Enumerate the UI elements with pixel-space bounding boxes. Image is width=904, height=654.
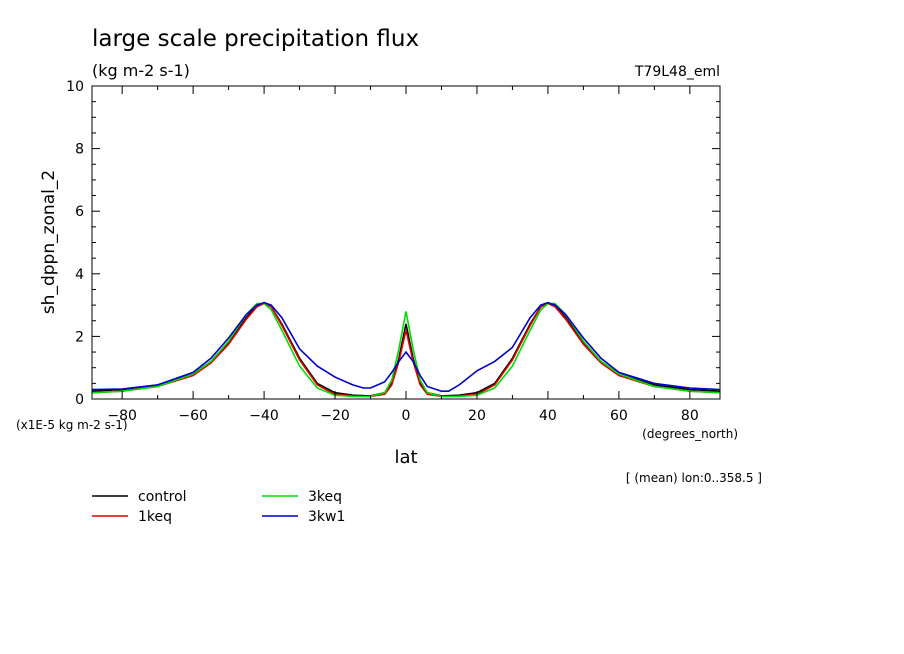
y-axis-label: sh_dppn_zonal_2 [39,170,59,314]
y-tick-label: 8 [75,142,84,158]
legend-label: 1keq [138,509,172,525]
y-scale-note: (x1E-5 kg m-2 s-1) [16,418,128,432]
x-tick-label: 80 [681,408,699,424]
legend-item-1keq: 1keq [92,509,172,525]
series-line-3kw1 [91,301,721,393]
legend-item-control: control [92,489,187,505]
x-tick-label: −20 [320,408,350,424]
y-tick-label: 4 [75,267,84,283]
series-line-control [91,302,721,397]
x-tick-label: −80 [107,408,137,424]
x-tick-label: −60 [178,408,208,424]
legend-label: 3kw1 [308,509,345,525]
y-tick-label: 0 [75,392,84,408]
x-tick-label: 0 [402,408,411,424]
legend-label: 3keq [308,489,342,505]
legend-item-3keq: 3keq [262,489,342,505]
series-line-1keq [91,302,721,398]
experiment-label: T79L48_eml [634,64,720,80]
averaging-note: [ (mean) lon:0..358.5 ] [626,471,762,485]
x-tick-label: −40 [249,408,279,424]
y-tick-label: 10 [66,79,84,95]
x-units-label: (degrees_north) [642,427,738,441]
y-tick-label: 2 [75,329,84,345]
series-layer [91,301,721,398]
series-line-3keq [91,302,721,398]
x-tick-label: 20 [468,408,486,424]
x-axis-label: lat [394,447,417,468]
x-tick-label: 60 [610,408,628,424]
legend: control 1keq 3keq 3kw1 [92,489,345,525]
y-tick-label: 6 [75,204,84,220]
chart-title: large scale precipitation flux [92,26,419,52]
legend-label: control [138,489,187,505]
x-tick-label: 40 [539,408,557,424]
chart-subtitle: (kg m-2 s-1) [92,61,190,80]
legend-item-3kw1: 3kw1 [262,509,345,525]
axes-layer: −80 −60 −40 −20 0 20 40 60 80 0 2 4 6 8 10 [66,79,721,424]
